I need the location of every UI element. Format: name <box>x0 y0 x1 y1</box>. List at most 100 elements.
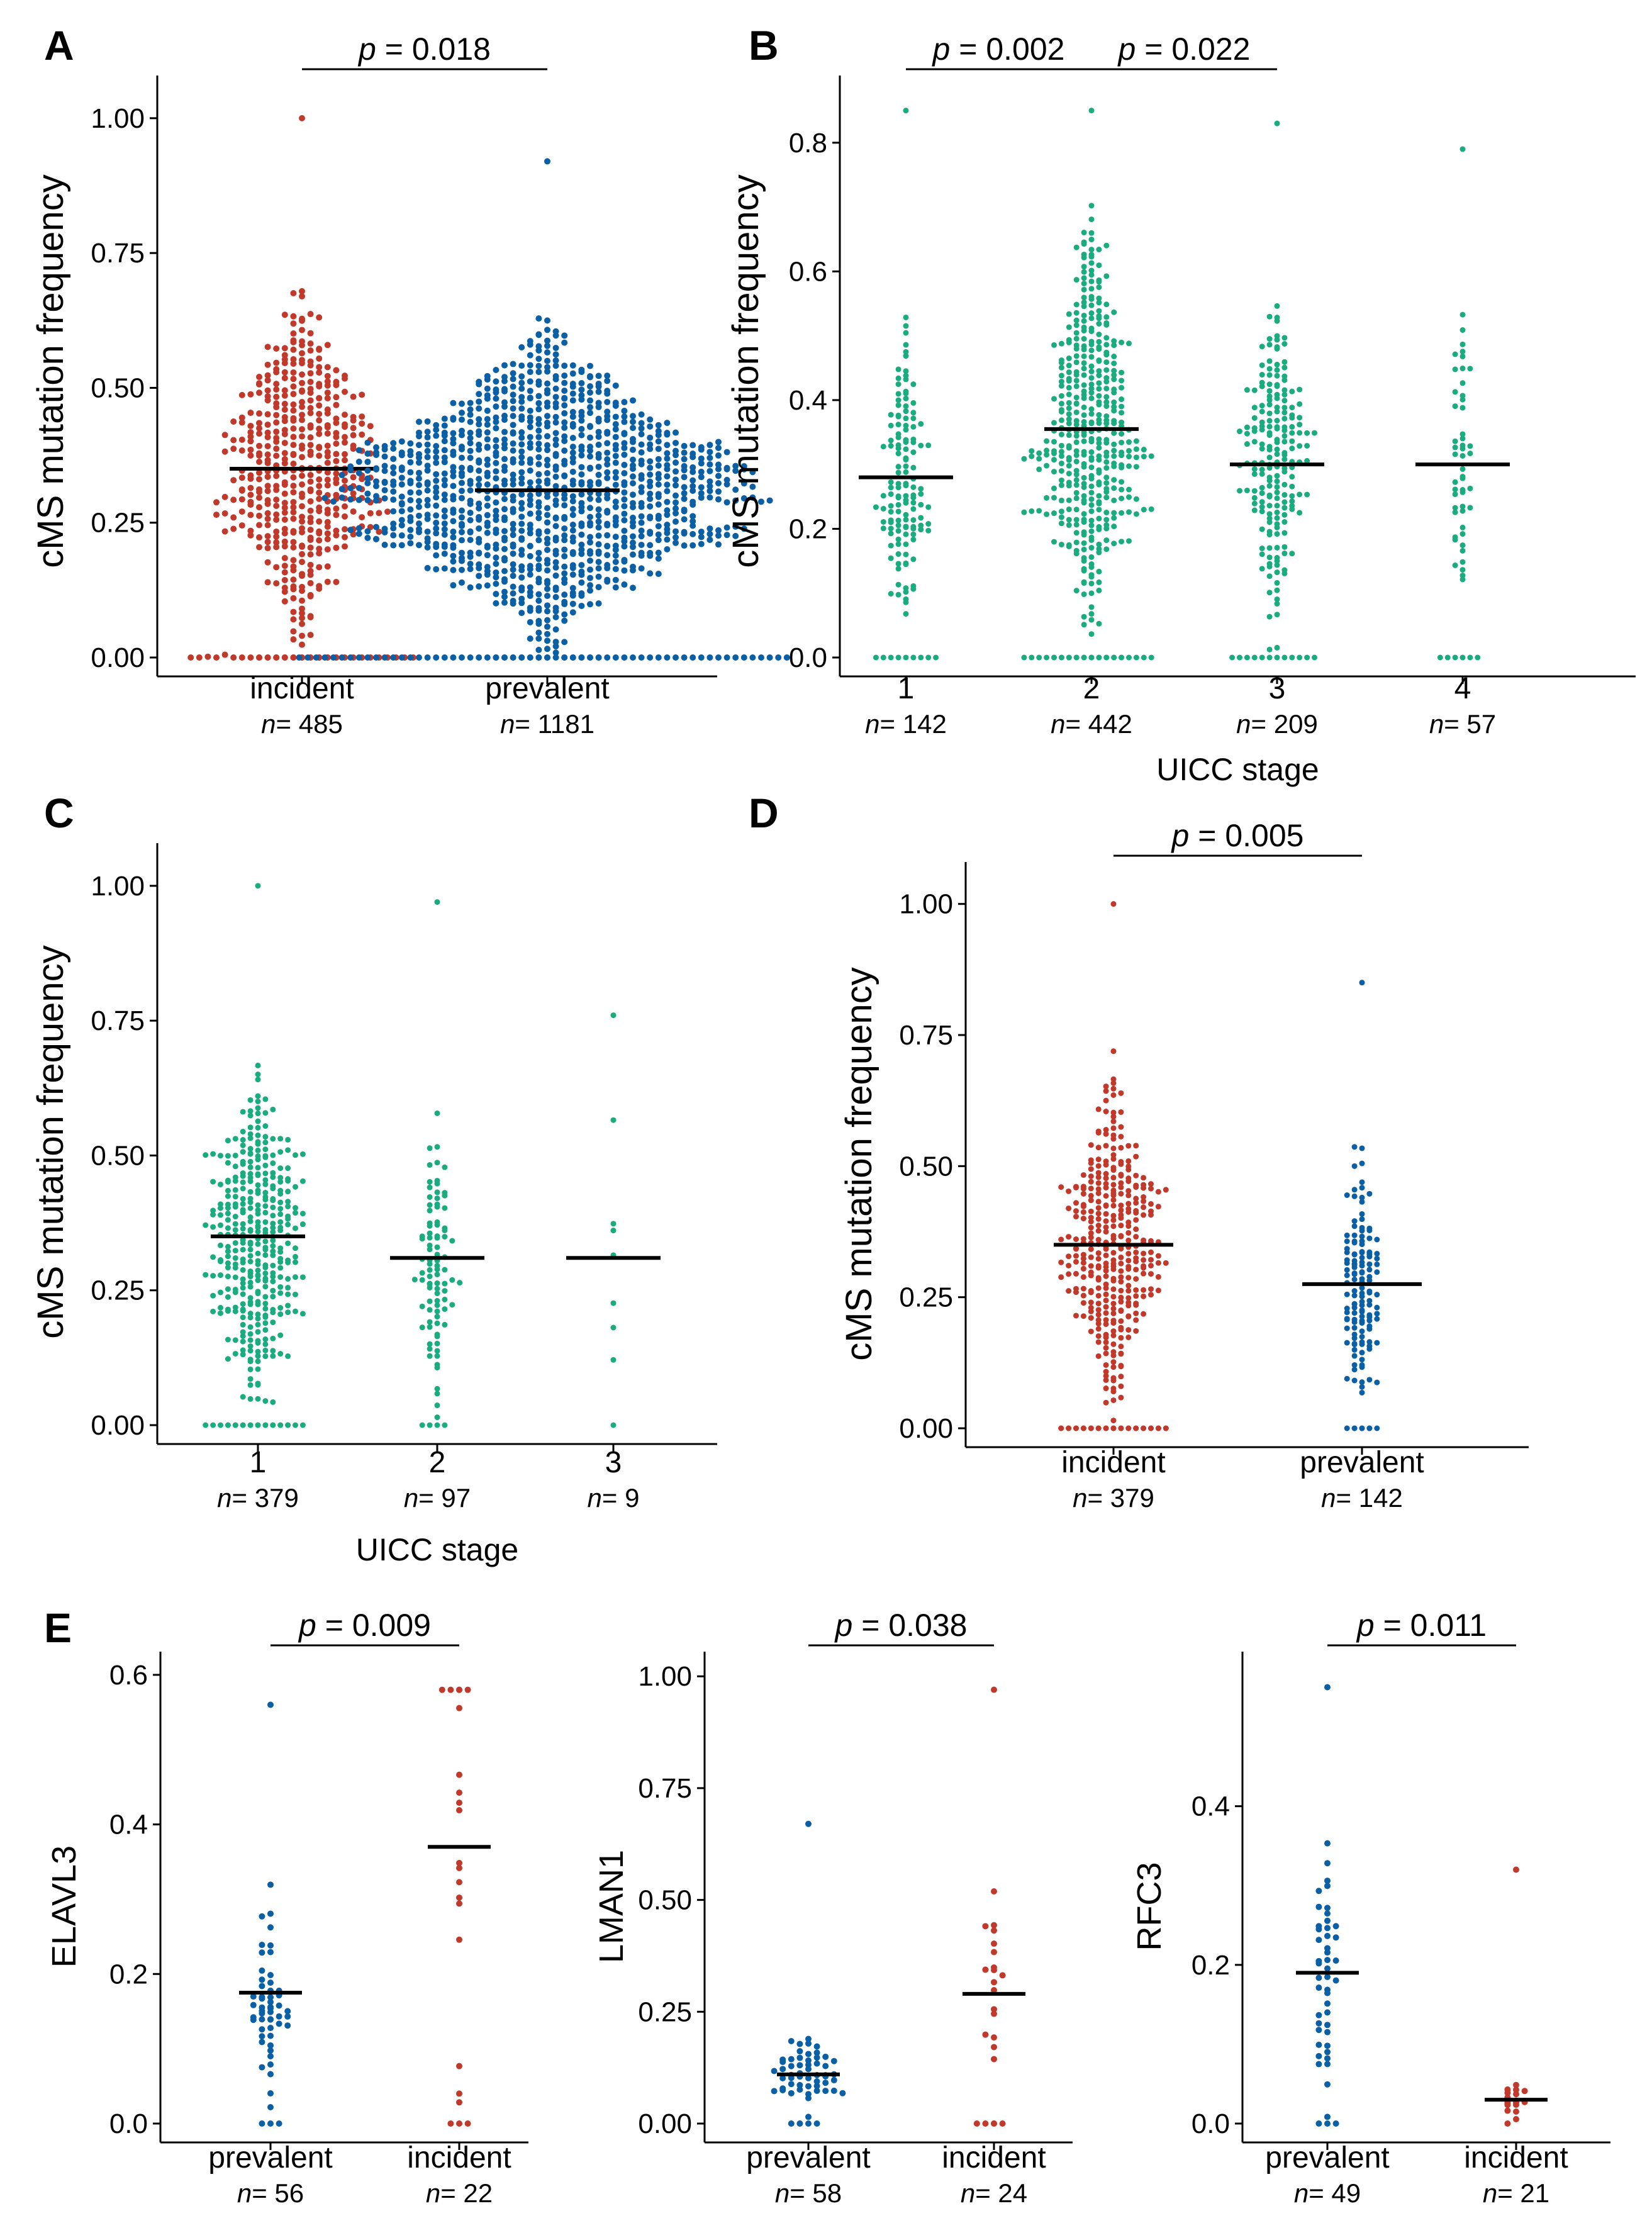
data-point <box>259 2010 265 2017</box>
data-point <box>1103 1162 1109 1168</box>
data-point <box>910 500 917 506</box>
data-point <box>1111 523 1117 530</box>
data-point <box>1274 644 1280 651</box>
data-point <box>1103 1229 1109 1235</box>
data-point <box>1081 382 1087 388</box>
data-point <box>1359 1364 1365 1370</box>
data-point <box>467 487 474 494</box>
data-point <box>655 654 662 661</box>
data-point <box>655 475 662 482</box>
data-point <box>1374 1269 1380 1275</box>
data-point <box>621 444 628 451</box>
data-point <box>673 429 679 436</box>
data-point <box>467 466 474 473</box>
data-point <box>880 493 886 499</box>
data-point <box>467 553 474 560</box>
data-point <box>427 1267 433 1273</box>
data-point <box>903 463 909 469</box>
data-point <box>299 543 305 550</box>
data-point <box>681 484 688 491</box>
data-point <box>459 473 465 479</box>
data-point <box>1237 488 1242 494</box>
data-point <box>264 429 271 436</box>
data-point <box>316 495 323 502</box>
data-point <box>255 1219 261 1225</box>
data-point <box>544 567 550 574</box>
data-point <box>1374 1255 1380 1262</box>
data-point <box>903 654 909 661</box>
data-point <box>316 508 323 515</box>
data-point <box>1088 476 1095 482</box>
data-point <box>277 1351 284 1357</box>
data-point <box>1324 1925 1331 1932</box>
y-tick-label: 0.8 <box>789 128 827 159</box>
data-point <box>276 2013 282 2020</box>
data-point <box>535 654 542 661</box>
data-point <box>1088 1208 1094 1214</box>
data-point <box>1459 567 1466 573</box>
data-point <box>1051 439 1057 445</box>
data-point <box>1344 1325 1350 1331</box>
data-point <box>1088 347 1095 354</box>
data-point <box>270 1204 276 1211</box>
data-point <box>1324 2000 1331 2007</box>
data-point <box>1118 1215 1124 1221</box>
data-point <box>299 513 305 520</box>
data-point <box>338 494 345 501</box>
data-point <box>1259 508 1265 515</box>
n-label: n= 209 <box>1236 709 1318 739</box>
data-point <box>1110 1328 1117 1335</box>
data-point <box>587 482 593 489</box>
data-point <box>788 2081 795 2088</box>
data-point <box>681 530 688 537</box>
data-point <box>407 517 414 524</box>
data-point <box>1095 1156 1102 1163</box>
panel-letter: B <box>749 22 779 69</box>
data-point <box>587 465 593 472</box>
data-point <box>664 546 671 553</box>
data-point <box>1080 1251 1086 1258</box>
data-point <box>1459 542 1466 549</box>
data-point <box>552 626 559 633</box>
data-point <box>221 510 228 517</box>
data-point <box>544 602 550 609</box>
data-point <box>758 654 764 661</box>
data-point <box>1088 411 1095 417</box>
data-point <box>535 454 542 461</box>
data-point <box>612 503 619 510</box>
data-point <box>1237 428 1242 435</box>
data-point <box>1266 573 1273 579</box>
data-point <box>1459 503 1466 510</box>
data-point <box>390 440 397 447</box>
data-point <box>281 563 288 569</box>
data-point <box>535 471 542 478</box>
data-point <box>535 510 542 517</box>
n-label: n= 57 <box>1429 709 1496 739</box>
data-point <box>1081 318 1087 324</box>
data-point <box>1141 1311 1147 1317</box>
data-point <box>501 445 508 452</box>
data-point <box>1073 1258 1079 1265</box>
data-point <box>604 408 611 415</box>
data-point <box>247 446 254 453</box>
data-point <box>1096 493 1102 499</box>
data-point <box>552 376 559 383</box>
data-point <box>299 503 305 510</box>
data-point <box>578 452 585 459</box>
data-point <box>1103 1335 1109 1341</box>
p-value: = 0.022 <box>1136 31 1250 67</box>
data-point <box>247 1189 254 1195</box>
data-point <box>1029 448 1035 454</box>
data-point <box>501 546 508 552</box>
data-point <box>1095 1129 1102 1136</box>
data-point <box>673 539 679 546</box>
data-point <box>1095 1307 1102 1313</box>
data-point <box>281 543 288 550</box>
data-point <box>427 1242 433 1248</box>
data-point <box>459 445 465 452</box>
data-point <box>416 459 422 466</box>
data-point <box>1058 654 1064 661</box>
data-point <box>1095 1190 1102 1196</box>
data-point <box>1274 417 1280 423</box>
data-point <box>285 1147 291 1153</box>
